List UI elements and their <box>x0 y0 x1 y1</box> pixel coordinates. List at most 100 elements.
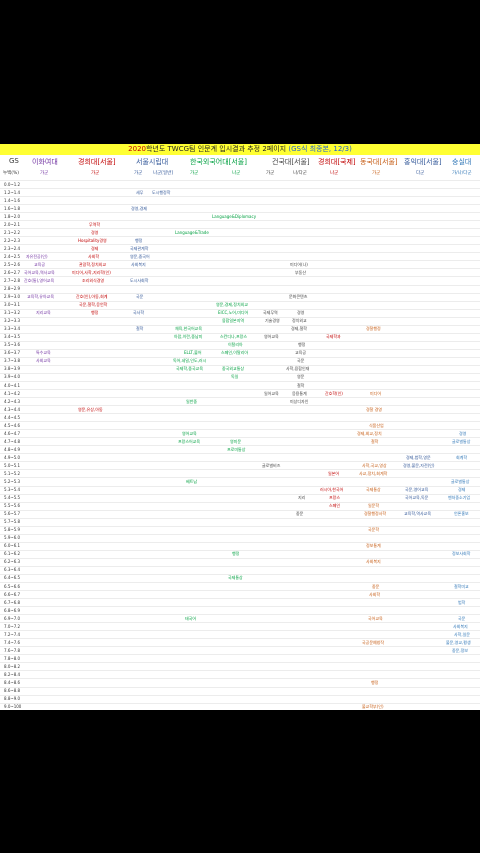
gs-range-label: 6.7~6.8 <box>4 599 21 605</box>
department-cell: 국문 <box>297 358 305 364</box>
row-divider <box>0 582 480 583</box>
department-cell: 미디어 <box>370 390 382 396</box>
row-divider <box>0 364 480 366</box>
university-header: 동국대[서울] <box>360 158 398 166</box>
title-note: (GS식 최종본, 12/3) <box>288 145 352 153</box>
department-cell: 중국외교통상 <box>222 366 245 372</box>
department-cell: 영문 <box>297 374 305 380</box>
gs-range-label: 5.8~5.9 <box>4 527 21 533</box>
group-header: 다군 <box>416 171 425 176</box>
department-cell: 국사학 <box>133 310 145 316</box>
department-cell: ELLT,불어 <box>184 350 202 356</box>
department-cell: 철학미교 <box>454 583 469 589</box>
department-cell: 사회교육 <box>36 358 51 364</box>
row-divider <box>0 292 480 294</box>
department-cell: 사학,융합인재 <box>286 366 310 372</box>
department-cell: 이탈리아 <box>228 342 243 348</box>
gs-range-label: 7.6~7.8 <box>4 647 21 653</box>
row-divider <box>0 316 480 318</box>
department-cell: 글로벌비즈 <box>262 462 281 468</box>
university-header: 경희대[국제] <box>318 158 356 166</box>
row-divider <box>0 284 480 286</box>
title-year: 2020 <box>128 145 146 153</box>
department-cell: 자유전공(인) <box>26 253 48 259</box>
department-cell: 벤처중소기업 <box>448 495 471 501</box>
department-cell: 간호(통),영어교육 <box>24 277 55 283</box>
department-cell: 글로벌통상 <box>452 438 471 444</box>
gs-range-label: 4.9~5.0 <box>4 454 21 460</box>
department-cell: 경제,법학,영문 <box>406 454 431 460</box>
row-divider <box>0 678 480 680</box>
department-cell: 체육,한국어교육 <box>175 326 203 332</box>
row-divider <box>0 485 480 487</box>
department-cell: 스페인 <box>329 503 341 509</box>
department-cell: 일반중 <box>186 398 198 404</box>
row-divider <box>0 236 480 238</box>
department-cell: 경제,회교,정치 <box>357 430 382 436</box>
department-cell: 경찰행정 <box>366 326 381 332</box>
department-cell: 국문,철학,응언학 <box>79 302 108 308</box>
gs-range-label: 3.3~3.4 <box>4 326 21 332</box>
gs-range-label: 6.9~7.0 <box>4 615 21 621</box>
gs-range-label: 1.4~1.6 <box>4 197 21 203</box>
department-cell: 영문,중국어 <box>130 253 150 259</box>
department-cell: 회계학 <box>456 454 468 460</box>
gs-range-label: 3.5~3.6 <box>4 342 21 348</box>
row-divider <box>0 670 480 672</box>
row-divider <box>0 397 480 399</box>
department-cell: 영어교육 <box>264 334 279 340</box>
group-header: 나군[일반] <box>153 171 174 176</box>
department-cell: 교육공 <box>34 261 46 267</box>
group-header: 가/나/다군 <box>452 171 472 176</box>
gs-range-label: 3.0~3.1 <box>4 302 21 308</box>
department-cell: 철학 <box>136 326 144 332</box>
department-cell: EICC,노어,미디어 <box>218 310 249 316</box>
department-cell: 국제통상 <box>366 487 381 493</box>
row-divider <box>0 517 480 519</box>
gs-range-label: 1.8~2.0 <box>4 213 21 219</box>
department-cell: 국제무역 <box>263 310 278 316</box>
department-cell: 지리 <box>298 495 306 501</box>
department-cell: 베트남 <box>186 478 198 484</box>
row-divider <box>0 453 480 455</box>
gs-range-label: 3.6~3.7 <box>4 350 21 356</box>
row-divider <box>0 694 480 696</box>
department-cell: 사회복지 <box>131 261 146 267</box>
row-divider <box>0 646 480 648</box>
department-cell: 아랍,이란,중남미 <box>174 334 203 340</box>
department-cell: 언론홍보 <box>454 511 469 517</box>
department-cell: 경영 <box>91 229 99 235</box>
gs-range-label: 6.2~6.3 <box>4 559 21 565</box>
row-divider <box>0 549 480 551</box>
gs-range-label: 2.8~2.9 <box>4 286 21 292</box>
department-cell: 러시아,한국어 <box>320 487 344 493</box>
department-cell: 간호학(인) <box>325 390 343 396</box>
gs-range-label: 4.7~4.8 <box>4 438 21 444</box>
department-cell: 경제 <box>91 245 99 251</box>
row-divider <box>0 405 480 407</box>
gs-range-label: 5.1~5.2 <box>4 470 21 476</box>
gs-range-label: 7.2~7.4 <box>4 631 21 637</box>
row-divider <box>0 702 480 704</box>
gs-range-label: 6.3~6.4 <box>4 567 21 573</box>
group-header: 가군 <box>134 171 143 176</box>
department-cell: 태국어 <box>185 615 197 621</box>
department-cell: 행정 <box>91 310 99 316</box>
gs-range-label: 4.8~4.9 <box>4 446 21 452</box>
department-cell: 정보사회학 <box>452 551 471 557</box>
sheet-title: 2020학년도 TWCG팀 인문계 입시결과 추정 2페이지 (GS식 최종본,… <box>0 144 480 155</box>
group-header: 가군 <box>372 171 381 176</box>
row-divider <box>0 389 480 391</box>
department-cell: 행정 <box>371 679 379 685</box>
row-divider <box>0 622 480 624</box>
university-header: 건국대[서울] <box>272 158 310 166</box>
row-divider <box>0 598 480 600</box>
gs-range-label: 6.8~6.9 <box>4 607 21 613</box>
row-divider <box>0 509 480 511</box>
department-cell: 철학 <box>297 382 305 388</box>
department-cell: 스페인,이탈리아 <box>221 350 249 356</box>
department-cell: 지리교육 <box>36 310 51 316</box>
gs-range-label: 4.4~4.5 <box>4 414 21 420</box>
results-spreadsheet: 2020학년도 TWCG팀 인문계 입시결과 추정 2페이지 (GS식 최종본,… <box>0 144 480 710</box>
gs-range-label: 2.6~2.7 <box>4 269 21 275</box>
